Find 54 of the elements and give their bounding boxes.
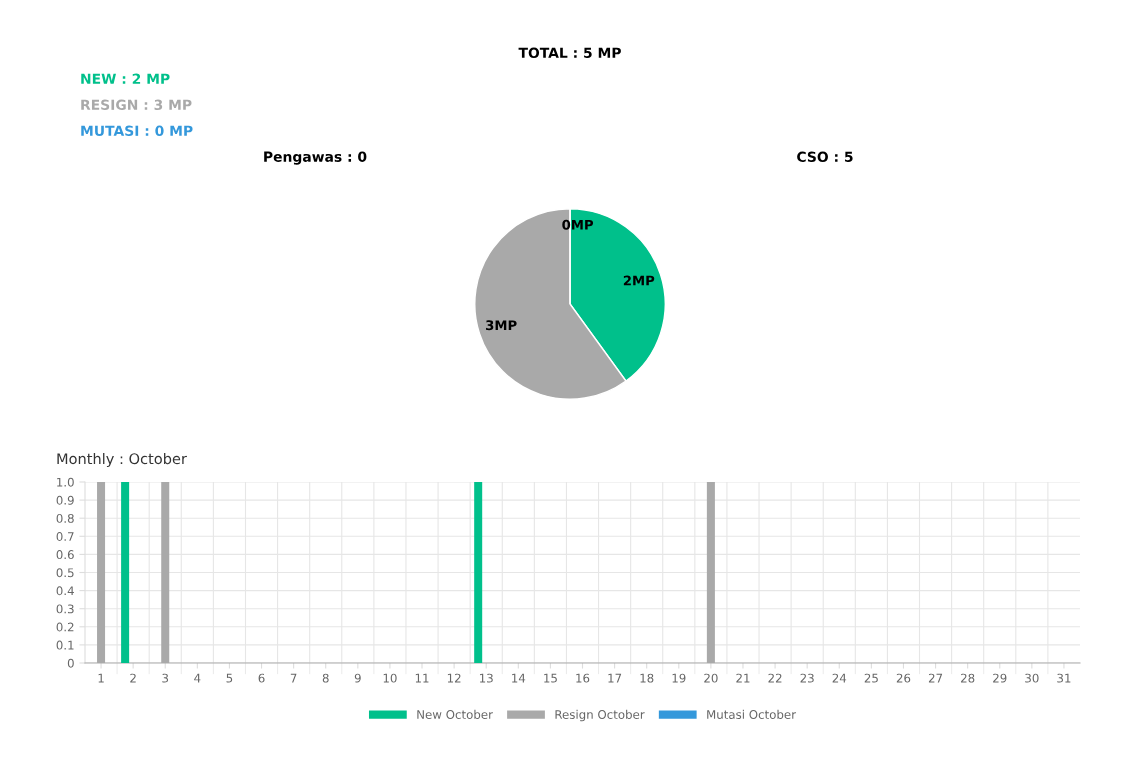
y-tick-label: 0.6 [56, 550, 74, 560]
x-tick-label: 11 [415, 673, 429, 683]
x-tick-label: 26 [896, 673, 911, 683]
x-tick-label: 23 [800, 673, 814, 683]
legend-label: Resign October [555, 709, 645, 722]
y-tick-label: 0.4 [56, 586, 74, 596]
x-tick-label: 2 [130, 673, 136, 683]
data-label: 3MP [486, 320, 517, 331]
x-tick-label: 7 [290, 673, 297, 683]
x-tick-label: 30 [1025, 673, 1039, 683]
x-tick-label: 3 [162, 673, 169, 683]
legend-label: New October [417, 709, 493, 719]
x-tick-label: 19 [672, 673, 686, 683]
x-tick-label: 8 [322, 673, 329, 683]
y-tick-label: 0.8 [56, 513, 74, 523]
x-tick-label: 18 [640, 673, 654, 683]
chart-title: Monthly : October [57, 452, 187, 468]
x-tick-label: 9 [354, 673, 361, 683]
text: RESIGN : 3 MP [81, 99, 192, 111]
x-tick-label: 29 [993, 673, 1007, 683]
x-tick-label: 27 [928, 673, 943, 683]
x-tick-label: 14 [512, 673, 526, 683]
y-tick-label: 0.1 [56, 640, 74, 650]
x-tick-label: 16 [576, 673, 590, 683]
text: Pengawas : 0 [264, 151, 367, 165]
y-tick-label: 0.7 [56, 532, 74, 541]
x-tick-label: 15 [544, 673, 557, 683]
x-tick-label: 17 [608, 673, 622, 683]
y-tick-label: 0.5 [56, 568, 74, 578]
y-tick-label: 0.2 [56, 622, 74, 632]
x-tick-label: 21 [736, 673, 750, 683]
x-tick-label: 12 [447, 673, 461, 683]
x-tick-label: 28 [961, 673, 975, 683]
y-tick-label: 0.9 [56, 495, 74, 505]
x-tick-label: 31 [1057, 673, 1071, 683]
legend-label: Mutasi October [707, 709, 797, 719]
x-tick-label: 13 [480, 673, 493, 683]
text: MUTASI : 0 MP [81, 125, 193, 137]
x-tick-label: 10 [383, 673, 397, 683]
x-tick-label: 22 [768, 673, 782, 683]
y-tick-label: 1.0 [57, 477, 74, 487]
x-tick-label: 24 [832, 673, 847, 683]
y-tick-label: 0 [67, 658, 74, 668]
text: CSO : 5 [797, 151, 853, 163]
text: NEW : 2 MP [81, 73, 170, 84]
x-tick-label: 20 [704, 673, 718, 683]
x-tick-label: 25 [864, 673, 878, 683]
chart-title: TOTAL : 5 MP [518, 47, 621, 59]
data-label: 2MP [623, 275, 655, 286]
x-tick-label: 4 [194, 673, 201, 683]
x-tick-label: 5 [226, 673, 233, 683]
y-tick-label: 0.3 [56, 604, 74, 614]
x-tick-label: 1 [98, 673, 104, 683]
x-tick-label: 6 [258, 673, 265, 683]
